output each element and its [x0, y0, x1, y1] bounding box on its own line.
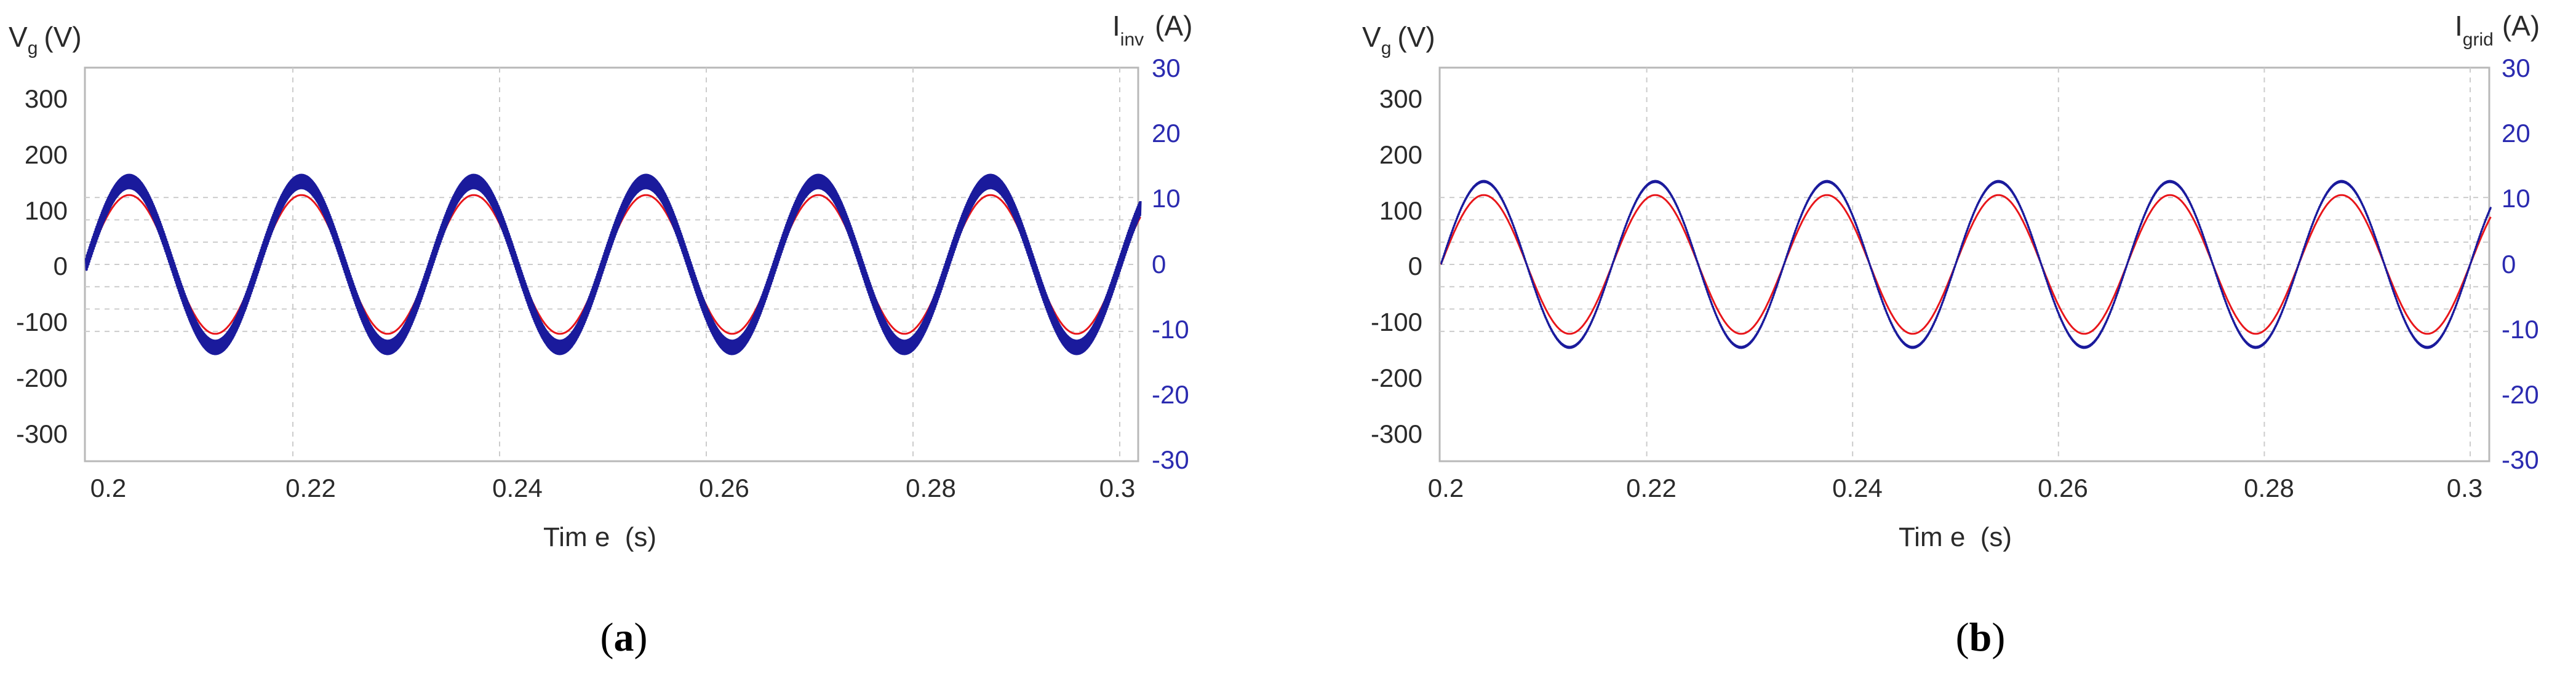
right-tick-label: 10 — [1152, 184, 1181, 213]
chart-panel-a: 300 200 100 0 -100 -200 -300 30 20 10 0 … — [9, 10, 1192, 660]
right-axis-subscript: inv — [1120, 30, 1144, 50]
right-axis-unit: (A) — [1155, 10, 1192, 42]
left-axis-unit: (V) — [1397, 21, 1435, 53]
panel-caption-letter: a — [614, 615, 634, 660]
right-tick-label: 20 — [2502, 119, 2530, 148]
left-tick-label: 100 — [1379, 196, 1422, 225]
x-tick-label: 0.2 — [1428, 474, 1464, 502]
left-tick-labels: 300 200 100 0 -100 -200 -300 — [16, 84, 68, 448]
x-tick-label: 0.2 — [90, 474, 126, 502]
left-tick-label: 0 — [54, 252, 68, 280]
series-group — [85, 173, 1142, 355]
left-tick-label: -300 — [16, 419, 68, 448]
left-tick-labels: 300 200 100 0 -100 -200 -300 — [1371, 84, 1422, 448]
left-axis-subscript: g — [1381, 38, 1392, 58]
x-tick-label: 0.28 — [906, 474, 956, 502]
left-axis-label: Vg (V) — [1362, 21, 1435, 58]
current-series-line — [85, 173, 1142, 355]
right-tick-labels: 30 20 10 0 -10 -20 -30 — [1152, 54, 1189, 474]
x-tick-label: 0.26 — [699, 474, 749, 502]
left-tick-label: -300 — [1371, 419, 1422, 448]
series-group — [1440, 180, 2492, 349]
left-tick-label: -100 — [1371, 307, 1422, 336]
x-tick-label: 0.3 — [2447, 474, 2482, 502]
right-axis-unit: (A) — [2502, 10, 2540, 42]
left-tick-label: -200 — [1371, 363, 1422, 392]
x-tick-label: 0.3 — [1099, 474, 1135, 502]
left-axis-label: Vg (V) — [9, 21, 82, 58]
right-axis-symbol: I — [1112, 10, 1120, 42]
right-axis-symbol: I — [2455, 10, 2463, 42]
left-tick-label: 200 — [1379, 140, 1422, 169]
left-tick-label: 0 — [1408, 252, 1422, 280]
left-tick-label: 300 — [25, 84, 68, 113]
right-tick-label: -10 — [2502, 315, 2539, 344]
left-tick-label: -100 — [16, 307, 68, 336]
right-tick-label: 10 — [2502, 184, 2530, 213]
x-tick-label: 0.24 — [1832, 474, 1883, 502]
right-tick-label: -20 — [1152, 380, 1189, 409]
left-axis-symbol: V — [1362, 21, 1381, 53]
right-tick-label: 0 — [2502, 250, 2516, 279]
right-tick-label: -20 — [2502, 380, 2539, 409]
left-axis-subscript: g — [28, 38, 38, 58]
chart-panel-b: 300 200 100 0 -100 -200 -300 30 20 10 0 … — [1362, 10, 2540, 660]
panel-caption-letter: b — [1969, 615, 1992, 660]
right-tick-labels: 30 20 10 0 -10 -20 -30 — [2502, 54, 2539, 474]
left-axis-symbol: V — [9, 21, 28, 53]
x-tick-label: 0.26 — [2038, 474, 2088, 502]
panel-caption: (a) — [600, 615, 648, 660]
x-axis-label: Tim e (s) — [543, 522, 656, 552]
x-axis-label: Tim e (s) — [1899, 522, 2012, 552]
right-tick-label: -30 — [1152, 445, 1189, 474]
grid-lines — [1440, 68, 2489, 461]
left-tick-label: 100 — [25, 196, 68, 225]
grid-lines — [85, 68, 1138, 461]
right-tick-label: 0 — [1152, 250, 1166, 279]
right-tick-label: -10 — [1152, 315, 1189, 344]
x-tick-label: 0.28 — [2244, 474, 2294, 502]
left-tick-label: -200 — [16, 363, 68, 392]
x-tick-label: 0.22 — [1626, 474, 1677, 502]
x-tick-labels: 0.2 0.22 0.24 0.26 0.28 0.3 — [1428, 474, 2482, 502]
right-axis-label: Iinv (A) — [1112, 10, 1192, 50]
right-tick-label: 30 — [1152, 54, 1181, 82]
panel-caption: (b) — [1956, 615, 2006, 660]
right-axis-subscript: grid — [2463, 30, 2494, 50]
right-axis-label: Igrid (A) — [2455, 10, 2540, 50]
right-tick-label: 30 — [2502, 54, 2530, 82]
left-axis-unit: (V) — [44, 21, 81, 53]
x-tick-label: 0.24 — [492, 474, 543, 502]
x-tick-label: 0.22 — [285, 474, 336, 502]
left-tick-label: 200 — [25, 140, 68, 169]
right-tick-label: 20 — [1152, 119, 1181, 148]
x-tick-labels: 0.2 0.22 0.24 0.26 0.28 0.3 — [90, 474, 1135, 502]
current-series-line — [1440, 180, 2492, 349]
left-tick-label: 300 — [1379, 84, 1422, 113]
right-tick-label: -30 — [2502, 445, 2539, 474]
